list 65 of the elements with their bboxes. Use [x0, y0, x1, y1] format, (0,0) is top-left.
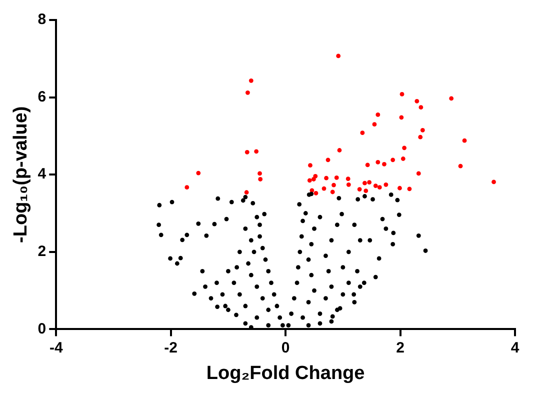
point [416, 171, 421, 176]
point [373, 184, 378, 188]
y-tick-label: 6 [38, 88, 46, 106]
point [402, 146, 406, 150]
point [357, 187, 362, 192]
point [313, 174, 318, 178]
point [398, 186, 402, 190]
point [377, 185, 382, 190]
point [390, 158, 396, 162]
point [384, 182, 388, 187]
point [244, 150, 250, 154]
x-tick-label: -2 [164, 339, 178, 356]
point [420, 128, 425, 132]
y-axis-title: -Log₁₀(p-value) [10, 106, 32, 243]
point [326, 158, 330, 162]
point [307, 178, 312, 183]
x-tick-label: 2 [396, 339, 404, 356]
point [376, 160, 380, 164]
point [407, 186, 412, 192]
point [311, 177, 316, 182]
point [414, 98, 420, 104]
point [360, 130, 365, 136]
point [336, 54, 341, 58]
point [458, 164, 463, 168]
point [346, 176, 350, 182]
point [196, 170, 201, 176]
point [372, 122, 377, 127]
x-axis-title: Log₂Fold Change [206, 362, 365, 384]
point [244, 190, 249, 195]
point [314, 190, 318, 196]
y-tick-label: 8 [38, 11, 46, 28]
y-tick-label: 2 [38, 243, 46, 260]
point [364, 188, 368, 194]
y-tick-label: 0 [38, 320, 46, 338]
point [258, 177, 263, 182]
point [184, 185, 190, 190]
x-tick-label: 4 [510, 339, 520, 356]
point [346, 182, 351, 187]
point [248, 78, 254, 83]
point [376, 112, 380, 117]
point [418, 134, 423, 140]
point [400, 92, 404, 96]
x-tick-label: -4 [49, 339, 64, 356]
point [337, 148, 342, 152]
point [332, 182, 336, 188]
point [330, 190, 335, 194]
point [399, 115, 404, 120]
point [362, 180, 367, 186]
point [322, 186, 326, 191]
point [462, 138, 467, 143]
point [308, 163, 312, 168]
point [324, 176, 328, 180]
point [365, 162, 370, 168]
point [382, 162, 386, 166]
point [400, 156, 406, 161]
point [492, 180, 496, 184]
y-tick-label: 4 [38, 166, 47, 183]
point [246, 90, 250, 95]
point [254, 149, 259, 154]
point [258, 171, 262, 176]
point [418, 105, 424, 110]
point [449, 96, 454, 101]
point [367, 180, 372, 185]
point [334, 175, 339, 180]
x-tick-label: 0 [281, 339, 290, 356]
